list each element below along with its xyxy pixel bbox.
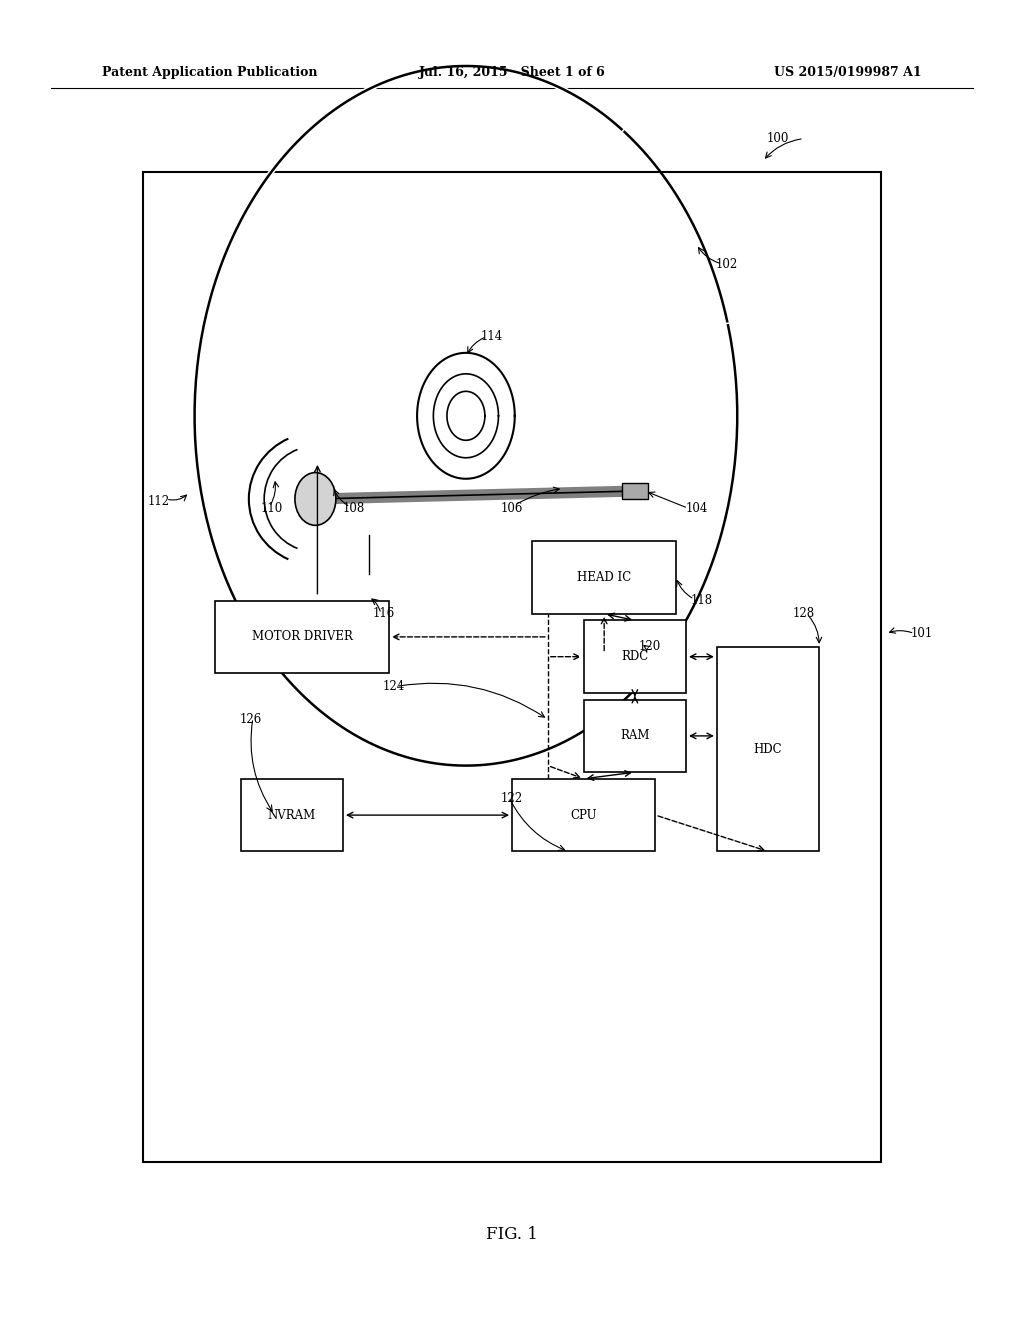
- FancyBboxPatch shape: [215, 601, 389, 673]
- Text: 104: 104: [685, 502, 708, 515]
- Text: Patent Application Publication: Patent Application Publication: [102, 66, 317, 79]
- FancyBboxPatch shape: [241, 779, 343, 851]
- Text: RDC: RDC: [622, 651, 648, 663]
- Text: 122: 122: [501, 792, 523, 805]
- Text: NVRAM: NVRAM: [267, 809, 316, 821]
- FancyBboxPatch shape: [717, 647, 819, 851]
- Text: 106: 106: [501, 502, 523, 515]
- Text: 110: 110: [260, 502, 283, 515]
- Text: 120: 120: [639, 640, 662, 653]
- Text: FIG. 1: FIG. 1: [486, 1226, 538, 1242]
- FancyBboxPatch shape: [584, 700, 686, 772]
- Text: 118: 118: [690, 594, 713, 607]
- FancyBboxPatch shape: [532, 541, 676, 614]
- FancyBboxPatch shape: [584, 620, 686, 693]
- Text: 128: 128: [793, 607, 815, 620]
- FancyBboxPatch shape: [623, 483, 648, 499]
- Text: CPU: CPU: [570, 809, 597, 821]
- Circle shape: [295, 473, 336, 525]
- Text: 116: 116: [373, 607, 395, 620]
- Text: 101: 101: [910, 627, 933, 640]
- Text: 102: 102: [716, 257, 738, 271]
- FancyBboxPatch shape: [143, 172, 881, 1162]
- Text: Jul. 16, 2015   Sheet 1 of 6: Jul. 16, 2015 Sheet 1 of 6: [419, 66, 605, 79]
- Text: US 2015/0199987 A1: US 2015/0199987 A1: [774, 66, 922, 79]
- Text: 124: 124: [383, 680, 406, 693]
- Text: 108: 108: [342, 502, 365, 515]
- Text: MOTOR DRIVER: MOTOR DRIVER: [252, 631, 352, 643]
- FancyBboxPatch shape: [512, 779, 655, 851]
- Text: 114: 114: [480, 330, 503, 343]
- Text: 126: 126: [240, 713, 262, 726]
- Text: HEAD IC: HEAD IC: [578, 572, 631, 583]
- Text: HDC: HDC: [754, 743, 782, 755]
- Text: 112: 112: [147, 495, 170, 508]
- Text: 100: 100: [767, 132, 790, 145]
- Text: RAM: RAM: [621, 730, 649, 742]
